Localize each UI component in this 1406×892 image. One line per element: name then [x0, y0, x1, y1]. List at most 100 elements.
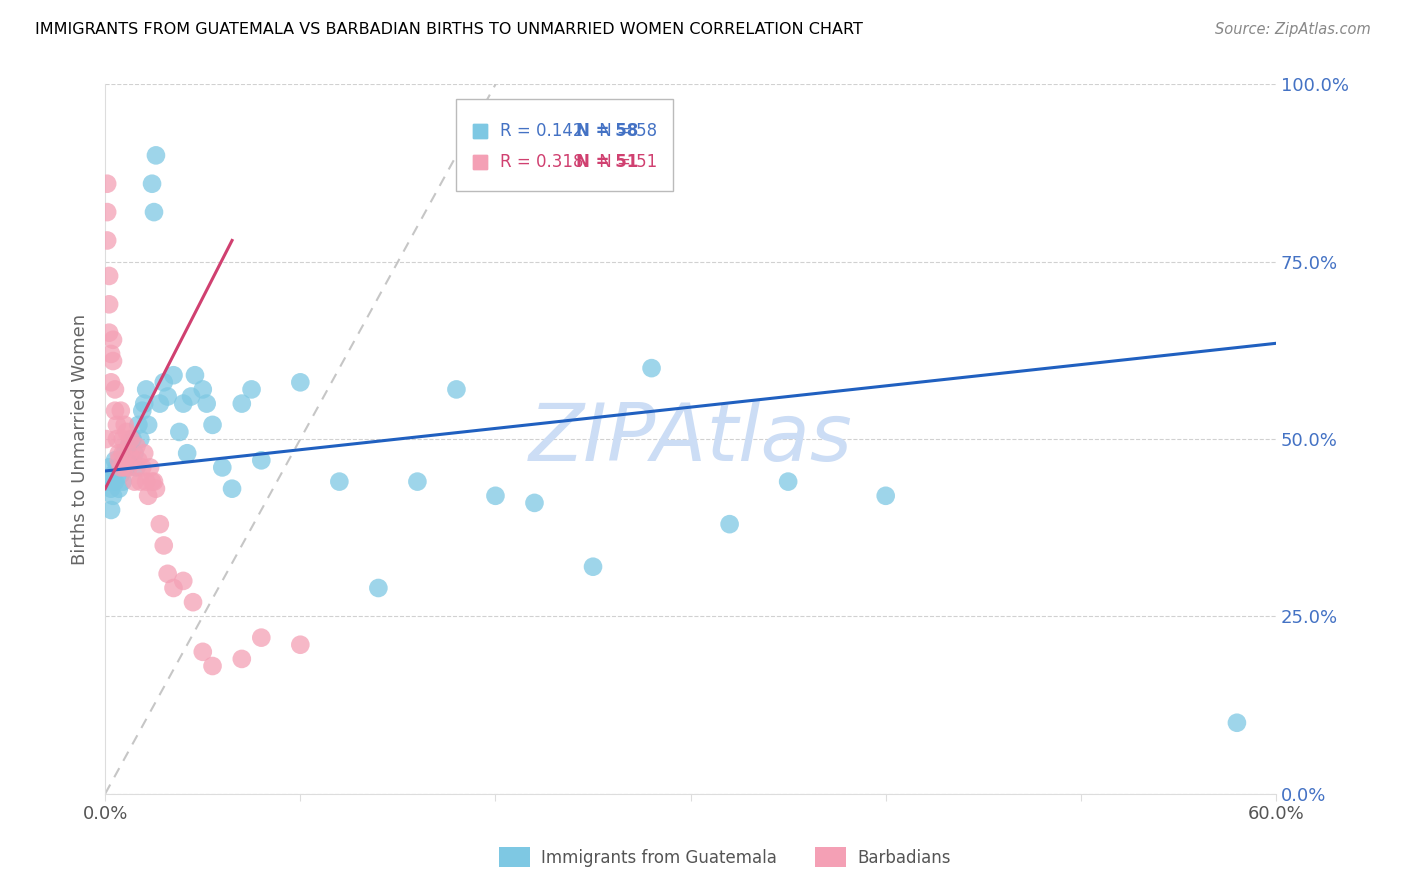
Point [96, 475, 118, 489]
Point [96, 205, 118, 219]
Point [141, 475, 163, 489]
Point [136, 489, 159, 503]
Point [778, 475, 800, 489]
Point [117, 460, 139, 475]
Point [191, 383, 214, 397]
Point [181, 595, 204, 609]
Point [100, 376, 122, 390]
Point [172, 396, 194, 410]
Point [98, 268, 121, 283]
Point [149, 517, 172, 532]
Point [221, 482, 243, 496]
Point [111, 432, 134, 446]
Point [211, 460, 233, 475]
Point [718, 517, 741, 532]
Point [98, 326, 121, 340]
Point [129, 432, 152, 446]
Point [582, 559, 605, 574]
Point [201, 659, 224, 673]
Point [184, 368, 207, 383]
Point [105, 432, 128, 446]
Point [105, 460, 128, 475]
Point [96, 432, 118, 446]
Point [131, 460, 153, 475]
Point [104, 475, 127, 489]
Text: Barbadians: Barbadians [858, 849, 952, 867]
Point [231, 396, 253, 410]
Point [124, 446, 146, 460]
Point [240, 383, 263, 397]
Point [105, 417, 128, 432]
Point [145, 148, 167, 162]
Point [446, 383, 468, 397]
Text: Source: ZipAtlas.com: Source: ZipAtlas.com [1215, 22, 1371, 37]
Point [523, 496, 546, 510]
Point [115, 425, 138, 439]
Point [367, 581, 389, 595]
FancyBboxPatch shape [457, 99, 673, 191]
Point [169, 425, 191, 439]
Point [96, 177, 118, 191]
Point [129, 475, 152, 489]
Point [875, 489, 897, 503]
Point [100, 347, 122, 361]
Point [120, 432, 142, 446]
Point [149, 396, 172, 410]
Point [108, 453, 131, 467]
Point [135, 383, 157, 397]
Point [104, 383, 127, 397]
Point [141, 177, 163, 191]
Point [127, 453, 149, 467]
Point [162, 368, 184, 383]
Point [290, 638, 312, 652]
Point [152, 376, 174, 390]
Point [640, 361, 662, 376]
Point [231, 652, 253, 666]
Text: R = 0.318   N = 51: R = 0.318 N = 51 [499, 153, 657, 171]
Text: ZIPAtlas: ZIPAtlas [529, 400, 852, 478]
Point [104, 403, 127, 417]
Point [328, 475, 350, 489]
Point [114, 446, 136, 460]
Point [114, 417, 136, 432]
Point [131, 403, 153, 417]
Point [136, 417, 159, 432]
Point [120, 453, 142, 467]
Point [108, 482, 131, 496]
Point [110, 467, 132, 482]
Text: R = 0.142   N = 58: R = 0.142 N = 58 [499, 121, 657, 139]
Point [110, 460, 132, 475]
Point [101, 467, 124, 482]
Text: N = 58: N = 58 [576, 121, 638, 139]
Point [172, 574, 194, 588]
Point [104, 453, 127, 467]
Point [406, 475, 429, 489]
Point [125, 439, 148, 453]
Point [111, 475, 134, 489]
Point [201, 417, 224, 432]
Point [1226, 715, 1249, 730]
Y-axis label: Births to Unmarried Women: Births to Unmarried Women [72, 313, 89, 565]
Point [180, 390, 202, 404]
Point [124, 475, 146, 489]
Point [152, 538, 174, 552]
Point [108, 446, 131, 460]
Point [111, 446, 134, 460]
Point [156, 566, 179, 581]
Point [98, 460, 121, 475]
Point [191, 645, 214, 659]
Point [484, 489, 506, 503]
Text: Immigrants from Guatemala: Immigrants from Guatemala [541, 849, 778, 867]
Point [96, 234, 118, 248]
Point [115, 460, 138, 475]
Point [250, 631, 273, 645]
Point [127, 417, 149, 432]
Point [134, 446, 156, 460]
Point [195, 396, 218, 410]
Point [110, 403, 132, 417]
Point [250, 453, 273, 467]
Point [290, 376, 312, 390]
Point [121, 453, 143, 467]
Point [100, 482, 122, 496]
Point [117, 446, 139, 460]
